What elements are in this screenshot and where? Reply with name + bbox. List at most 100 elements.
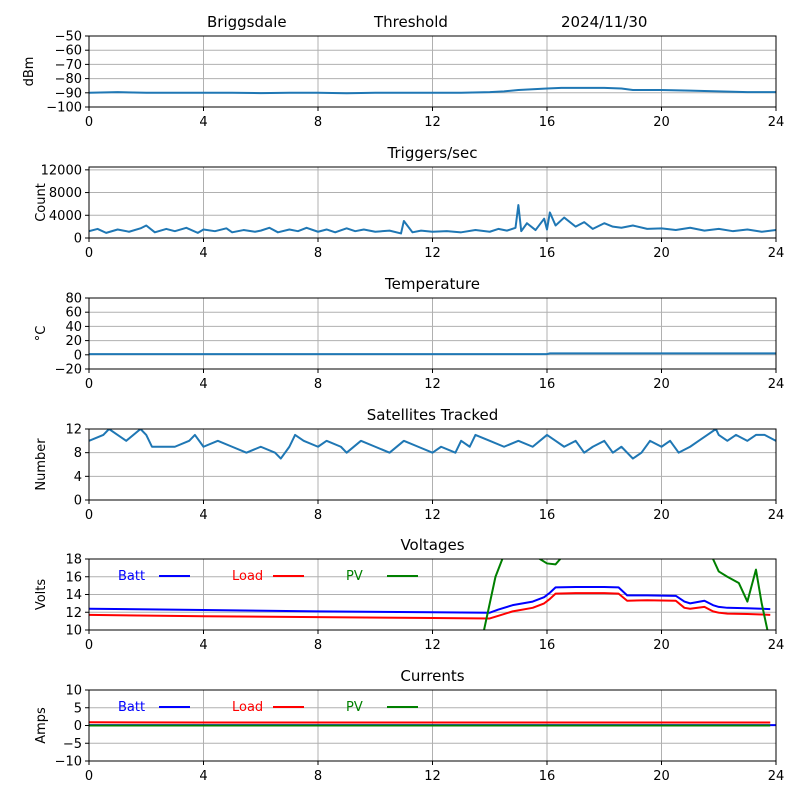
panel-title: Voltages [400,536,464,554]
x-tick-label: 24 [768,769,785,784]
series-group [89,86,776,95]
x-tick-label: 20 [653,246,670,261]
y-tick-label: 10 [65,684,82,699]
x-tick-label: 24 [768,638,785,653]
x-tick-label: 12 [424,508,441,523]
x-tick-label: 4 [199,377,207,392]
legend-label-pv: PV [346,569,363,584]
x-tick-label: 4 [199,115,207,130]
y-axis-label: °C [34,326,49,342]
x-tick-label: 16 [539,115,556,130]
series-group [89,352,776,356]
x-tick-label: 24 [768,377,785,392]
x-tick-label: 8 [314,246,322,261]
panel-voltages: 0 4 8 12 16 20 24 10 12 14 16 18 Voltages Volts Batt Lo… [34,536,785,653]
x-tick-label: 24 [768,246,785,261]
x-tick-label: 12 [424,638,441,653]
series-line [89,86,776,95]
y-tick-label: 20 [65,334,82,349]
y-tick-label: 4 [74,470,82,485]
x-tick-label: 8 [314,115,322,130]
y-tick-label: 8000 [49,186,82,201]
panel-title: Triggers/sec [387,144,478,162]
x-tick-label: 12 [424,377,441,392]
y-tick-label: 12 [65,606,82,621]
x-tick-label: 12 [424,115,441,130]
x-tick-label: 16 [539,638,556,653]
x-tick-label: 16 [539,769,556,784]
x-tick-label: 4 [199,638,207,653]
x-tick-label: 0 [85,508,93,523]
header-station: Briggsdale [207,13,287,31]
panel-dbm: 0 4 8 12 16 20 24 −100−90−80−70−60−50 dBm [22,30,784,131]
x-tick-label: 4 [199,246,207,261]
y-tick-label: 4000 [49,209,82,224]
y-tick-label: 10 [65,624,82,639]
panel-triggers: 0 4 8 12 16 20 24 0 4000 8000 12000 Triggers/sec Cou… [34,144,784,261]
series-group [89,204,776,235]
x-tick-label: 24 [768,115,785,130]
y-axis-label: Amps [34,707,49,744]
series-line-load [89,592,771,620]
y-tick-label: −80 [55,72,82,87]
series-line [89,352,776,356]
x-tick-label: 24 [768,508,785,523]
header-date: 2024/11/30 [561,13,647,31]
y-tick-label: 0 [74,232,82,247]
y-tick-label: −70 [55,58,82,73]
x-tick-label: 0 [85,115,93,130]
x-tick-label: 20 [653,769,670,784]
panel-title: Currents [400,667,464,685]
y-tick-label: 0 [74,719,82,734]
legend-label-load: Load [232,700,263,715]
legend-label-batt: Batt [118,569,145,584]
y-tick-label: 80 [65,292,82,307]
series-group [89,721,776,727]
y-tick-label: 12 [65,423,82,438]
y-tick-label: −20 [55,363,82,378]
y-tick-label: 8 [74,446,82,461]
panel-satellites: 0 4 8 12 16 20 24 0 4 8 12 Satellites Tracked Number [34,406,784,523]
y-tick-label: −100 [46,101,82,116]
series-group [89,429,776,460]
series-line [89,429,776,460]
y-axis-label: Count [34,183,49,222]
y-tick-label: 0 [74,494,82,509]
x-tick-label: 0 [85,377,93,392]
x-tick-label: 0 [85,769,93,784]
y-tick-label: −60 [55,44,82,59]
x-tick-label: 20 [653,508,670,523]
legend-label-batt: Batt [118,700,145,715]
x-tick-label: 8 [314,638,322,653]
y-tick-label: 60 [65,306,82,321]
y-axis-label: Number [34,438,49,491]
x-tick-label: 8 [314,508,322,523]
x-tick-label: 20 [653,638,670,653]
y-tick-label: −10 [55,755,82,770]
x-tick-label: 20 [653,377,670,392]
y-tick-label: 5 [74,701,82,716]
y-tick-label: 12000 [41,163,82,178]
y-tick-label: −50 [55,30,82,45]
series-group [89,559,771,630]
series-line-pv [483,559,769,630]
x-tick-label: 0 [85,638,93,653]
y-axis-label: dBm [22,57,37,87]
x-tick-label: 4 [199,508,207,523]
legend-label-pv: PV [346,700,363,715]
x-tick-label: 16 [539,377,556,392]
panel-title: Satellites Tracked [367,406,498,424]
legend-label-load: Load [232,569,263,584]
y-tick-label: 16 [65,570,82,585]
x-tick-label: 16 [539,508,556,523]
y-tick-label: −90 [55,86,82,101]
y-tick-label: 0 [74,348,82,363]
x-tick-label: 0 [85,246,93,261]
y-tick-label: 18 [65,553,82,568]
y-tick-label: 14 [65,588,82,603]
header-mode: Threshold [373,13,448,31]
panel-title: Temperature [384,275,480,293]
